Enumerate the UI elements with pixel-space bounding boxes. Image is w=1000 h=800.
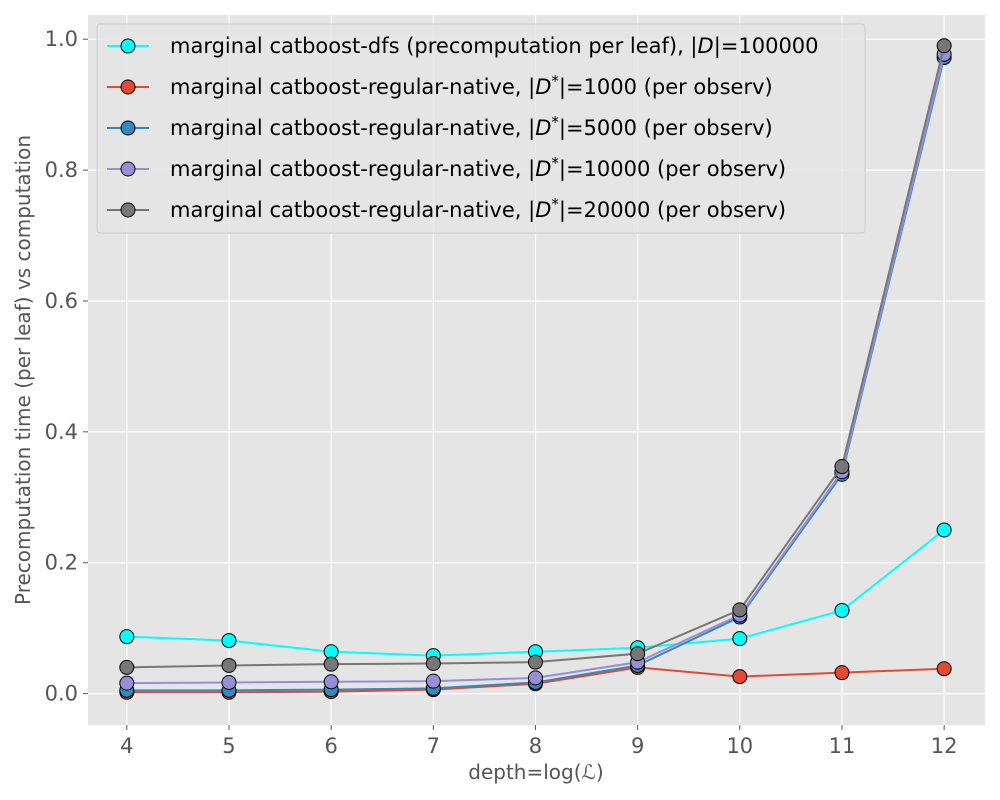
legend-label: marginal catboost-regular-native, |D*|=2… xyxy=(170,195,786,223)
data-point xyxy=(630,646,646,662)
legend-entry: marginal catboost-regular-native, |D*|=1… xyxy=(107,154,786,182)
legend-marker xyxy=(120,38,136,54)
x-tick-label: 9 xyxy=(631,734,644,758)
legend: marginal catboost-dfs (precomputation pe… xyxy=(96,23,866,234)
data-point xyxy=(527,654,543,670)
data-point xyxy=(834,665,850,681)
y-axis-label: Precomputation time (per leaf) vs comput… xyxy=(11,135,35,605)
data-point xyxy=(732,631,748,647)
x-tick-label: 12 xyxy=(931,734,958,758)
legend-label: marginal catboost-regular-native, |D*|=1… xyxy=(170,72,773,100)
x-tick-label: 8 xyxy=(529,734,542,758)
data-point xyxy=(119,675,135,691)
x-tick-label: 11 xyxy=(829,734,856,758)
y-tick-label: 0.4 xyxy=(45,420,78,444)
x-tick-label: 10 xyxy=(726,734,753,758)
x-tick-label: 4 xyxy=(120,734,133,758)
data-point xyxy=(936,38,952,54)
data-point xyxy=(221,633,237,649)
series-4 xyxy=(119,46,952,691)
data-point xyxy=(323,656,339,672)
y-tick-label: 0.8 xyxy=(45,158,78,182)
data-point xyxy=(119,629,135,645)
x-axis-label: depth=log(ℒ) xyxy=(468,760,603,784)
data-point xyxy=(732,602,748,618)
legend-label: marginal catboost-regular-native, |D*|=1… xyxy=(170,154,786,182)
data-point xyxy=(834,602,850,618)
x-tick-label: 6 xyxy=(324,734,337,758)
data-point xyxy=(732,669,748,685)
data-point xyxy=(425,655,441,671)
x-axis: 4 5 6 7 8 9 10 11 12 xyxy=(120,725,958,758)
y-tick-label: 0.2 xyxy=(45,551,78,575)
data-point xyxy=(527,670,543,686)
data-point xyxy=(425,673,441,689)
legend-marker xyxy=(120,79,136,95)
series-layer xyxy=(119,38,952,700)
legend-entry: marginal catboost-dfs (precomputation pe… xyxy=(107,34,819,59)
y-axis: 0.0 0.2 0.4 0.6 0.8 1.0 xyxy=(45,27,88,706)
data-point xyxy=(834,459,850,475)
data-point xyxy=(323,644,339,660)
series-1 xyxy=(119,522,952,664)
legend-marker xyxy=(120,120,136,136)
data-point xyxy=(221,657,237,673)
data-point xyxy=(936,661,952,677)
legend-frame xyxy=(96,23,866,234)
data-point xyxy=(323,674,339,690)
legend-entry: marginal catboost-regular-native, |D*|=5… xyxy=(107,113,773,141)
y-tick-label: 1.0 xyxy=(45,27,78,51)
legend-marker xyxy=(120,202,136,218)
legend-label: marginal catboost-dfs (precomputation pe… xyxy=(170,34,819,59)
legend-entry: marginal catboost-regular-native, |D*|=1… xyxy=(107,72,773,100)
y-tick-label: 0.6 xyxy=(45,289,78,313)
x-tick-label: 5 xyxy=(222,734,235,758)
legend-label: marginal catboost-regular-native, |D*|=5… xyxy=(170,113,773,141)
data-point xyxy=(936,522,952,538)
legend-marker xyxy=(120,161,136,177)
series-5 xyxy=(119,38,952,675)
x-tick-label: 7 xyxy=(427,734,440,758)
y-tick-label: 0.0 xyxy=(45,682,78,706)
data-point xyxy=(221,674,237,690)
data-point xyxy=(119,659,135,675)
legend-entry: marginal catboost-regular-native, |D*|=2… xyxy=(107,195,786,223)
